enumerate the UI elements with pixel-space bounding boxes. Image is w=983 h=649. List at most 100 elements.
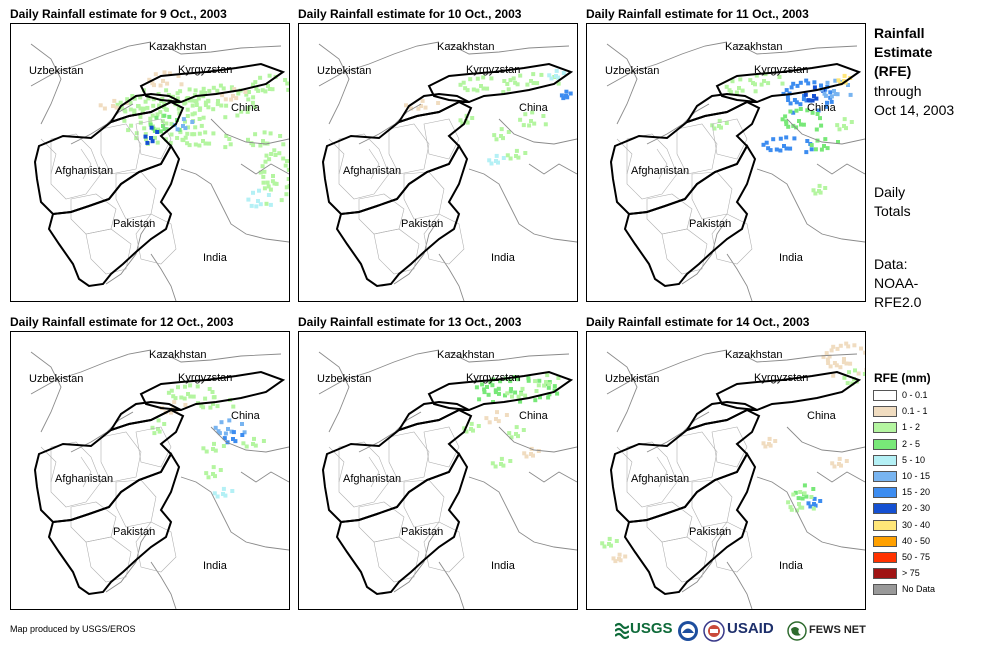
rain-pixel <box>809 147 814 152</box>
rain-pixel <box>545 373 550 378</box>
rain-pixel <box>802 491 807 496</box>
rain-pixel <box>185 107 190 112</box>
rain-pixel <box>825 357 830 362</box>
rain-pixel <box>171 394 176 399</box>
rain-pixel <box>136 104 140 108</box>
rain-pixel <box>216 429 221 434</box>
map-frame: Kazakhstan Uzbekistan Kyrgyzstan China A… <box>586 23 866 302</box>
rain-pixel <box>212 491 217 496</box>
rain-pixel <box>502 79 507 83</box>
rain-pixel <box>510 394 514 399</box>
label-afghanistan: Afghanistan <box>55 473 114 485</box>
rain-pixel <box>197 131 202 136</box>
noaa-emblem-icon <box>678 621 698 641</box>
rain-pixel <box>838 343 843 348</box>
legend-swatch <box>873 438 897 450</box>
label-kazakhstan: Kazakhstan <box>437 349 495 361</box>
label-india: India <box>779 252 803 264</box>
rain-pixel <box>801 122 806 127</box>
rain-pixel <box>206 98 211 103</box>
label-pakistan: Pakistan <box>113 218 156 230</box>
rain-pixel <box>227 418 232 423</box>
legend-label: 30 - 40 <box>902 519 931 530</box>
rain-pixel <box>138 114 143 119</box>
rain-pixel <box>831 373 836 378</box>
rain-pixel <box>223 115 228 120</box>
rain-pixel <box>809 143 814 148</box>
rain-pixel <box>788 109 793 114</box>
rain-pixel <box>501 136 505 141</box>
rain-pixel <box>409 106 414 111</box>
map-panel-5: Daily Rainfall estimate for 13 Oct., 200… <box>298 315 578 615</box>
rain-pixel <box>188 383 193 388</box>
rain-pixel <box>206 105 211 110</box>
rain-pixel <box>738 77 743 82</box>
rain-pixel <box>253 80 258 85</box>
rain-pixel <box>229 97 234 102</box>
rain-pixel <box>609 543 613 548</box>
rain-pixel <box>246 97 251 102</box>
sidebar-data-line: Data: <box>874 256 908 272</box>
rain-pixel <box>215 404 220 409</box>
rain-pixel <box>475 88 480 93</box>
rain-pixel <box>862 372 865 376</box>
rain-pixel <box>786 98 791 102</box>
map-frame: Kazakhstan Uzbekistan Kyrgyzstan China A… <box>298 23 578 302</box>
rain-pixel <box>223 493 228 498</box>
rain-pixel <box>812 496 817 501</box>
rain-pixel <box>824 351 829 356</box>
rain-pixel <box>831 344 836 349</box>
rain-pixel <box>251 82 255 87</box>
legend-title: RFE (mm) <box>874 371 931 385</box>
rain-pixel <box>812 80 817 85</box>
rain-pixel <box>436 101 441 105</box>
rain-pixel <box>508 156 513 161</box>
commerce-seal <box>703 618 725 644</box>
rain-pixel <box>155 112 160 117</box>
rain-pixel <box>815 112 820 116</box>
rain-pixel <box>844 341 849 346</box>
rain-pixel <box>602 544 607 549</box>
label-afghanistan: Afghanistan <box>631 165 690 177</box>
rain-pixel <box>564 89 569 94</box>
rain-pixel <box>140 109 145 114</box>
rain-pixel <box>768 148 773 153</box>
legend-swatch <box>873 503 897 515</box>
rain-pixel <box>514 432 518 436</box>
rain-pixel <box>784 146 789 151</box>
sidebar-title-line: (RFE) <box>874 63 912 79</box>
rain-pixel <box>203 100 208 105</box>
rain-pixel <box>257 188 261 193</box>
legend-item: 20 - 30 <box>873 501 973 517</box>
rain-pixel <box>128 100 133 105</box>
rain-pixel <box>529 79 533 83</box>
rain-pixel <box>176 385 180 390</box>
rain-pixel <box>162 127 167 131</box>
rain-pixel <box>283 163 288 168</box>
label-uzbekistan: Uzbekistan <box>29 373 84 385</box>
rain-pixel <box>766 81 771 86</box>
sidebar-data-source: Data: NOAA- RFE2.0 <box>874 255 921 312</box>
rain-pixel <box>151 97 156 102</box>
rain-pixel <box>485 385 489 389</box>
rain-pixel <box>623 554 628 559</box>
rain-pixel <box>494 417 498 421</box>
rain-pixel <box>797 119 801 123</box>
rain-pixel <box>143 134 148 139</box>
rain-pixel <box>480 382 485 387</box>
rain-pixel <box>260 88 265 93</box>
rain-pixel <box>817 183 822 188</box>
rain-pixel <box>844 126 848 131</box>
rain-pixel <box>555 391 560 396</box>
rain-pixel <box>231 437 235 441</box>
rain-pixel <box>181 124 185 128</box>
rain-pixel <box>187 143 192 148</box>
legend-item: 15 - 20 <box>873 485 973 501</box>
rain-pixel <box>150 425 155 430</box>
rain-pixel <box>811 506 816 511</box>
rain-pixel <box>220 93 225 98</box>
rain-pixel <box>494 153 499 158</box>
rain-pixel <box>199 90 204 95</box>
rain-pixel <box>150 139 155 144</box>
rain-pixel <box>181 117 186 122</box>
